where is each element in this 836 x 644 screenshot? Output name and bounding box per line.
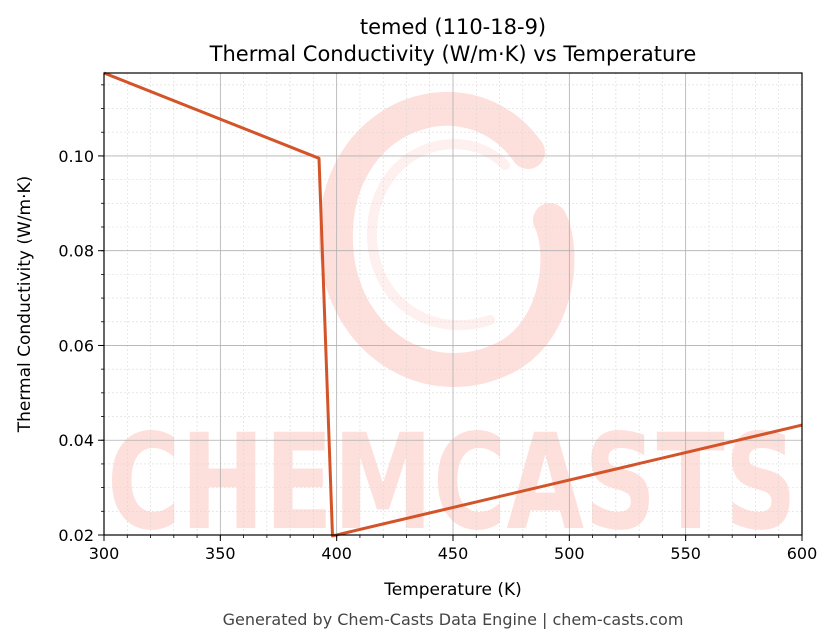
y-tick-label: 0.08	[58, 242, 94, 261]
x-tick-label: 450	[438, 544, 469, 563]
x-tick-label: 550	[670, 544, 701, 563]
x-axis-label: Temperature (K)	[383, 580, 522, 600]
watermark-text: CHEMCASTS	[107, 406, 797, 560]
y-tick-label: 0.04	[58, 431, 94, 450]
y-axis: 0.02 0.04 0.06 0.08 0.10	[58, 84, 104, 545]
x-axis: 300 350 400 450 500 550 600	[89, 535, 818, 563]
y-tick-label: 0.10	[58, 147, 94, 166]
x-tick-label: 600	[787, 544, 818, 563]
x-tick-label: 400	[321, 544, 352, 563]
x-tick-label: 350	[205, 544, 236, 563]
y-tick-label: 0.06	[58, 336, 94, 355]
footer-credit: Generated by Chem-Casts Data Engine | ch…	[223, 610, 684, 629]
x-tick-label: 500	[554, 544, 585, 563]
chart-subtitle: Thermal Conductivity (W/m·K) vs Temperat…	[209, 42, 697, 66]
series-line	[103, 71, 803, 538]
y-axis-label: Thermal Conductivity (W/m·K)	[15, 176, 35, 434]
y-tick-label: 0.02	[58, 526, 94, 545]
series-layer	[103, 71, 803, 538]
x-tick-label: 300	[89, 544, 120, 563]
chart-title: temed (110-18-9)	[360, 15, 546, 39]
watermark-logo: CHEMCASTS	[107, 91, 797, 560]
